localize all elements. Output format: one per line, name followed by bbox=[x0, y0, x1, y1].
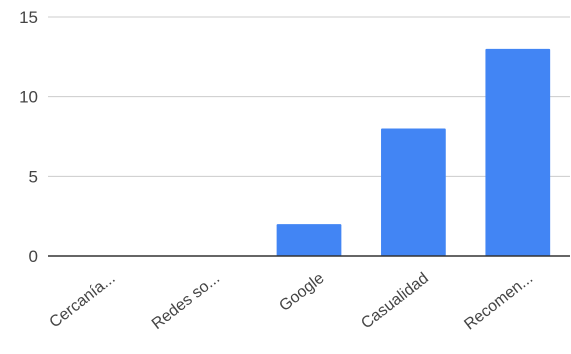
y-axis-tick-labels: 0 5 10 15 bbox=[19, 8, 38, 266]
bar bbox=[485, 48, 551, 256]
x-tick-label: Redes so... bbox=[149, 270, 223, 333]
x-tick-label: Google bbox=[276, 270, 327, 315]
y-tick-label: 10 bbox=[19, 88, 38, 107]
x-axis-tick-labels: Cercanía... Redes so... Google Casualidad Re… bbox=[47, 270, 537, 334]
bar bbox=[381, 128, 446, 256]
x-tick-label: Recomen... bbox=[461, 270, 536, 334]
y-tick-label: 5 bbox=[29, 167, 38, 186]
y-tick-label: 15 bbox=[19, 8, 38, 27]
bar bbox=[276, 224, 342, 256]
x-tick-label: Cercanía... bbox=[47, 270, 119, 332]
y-tick-label: 0 bbox=[29, 247, 38, 266]
x-tick-label: Casualidad bbox=[358, 270, 432, 333]
bars bbox=[276, 48, 551, 256]
gridlines bbox=[48, 16, 570, 177]
